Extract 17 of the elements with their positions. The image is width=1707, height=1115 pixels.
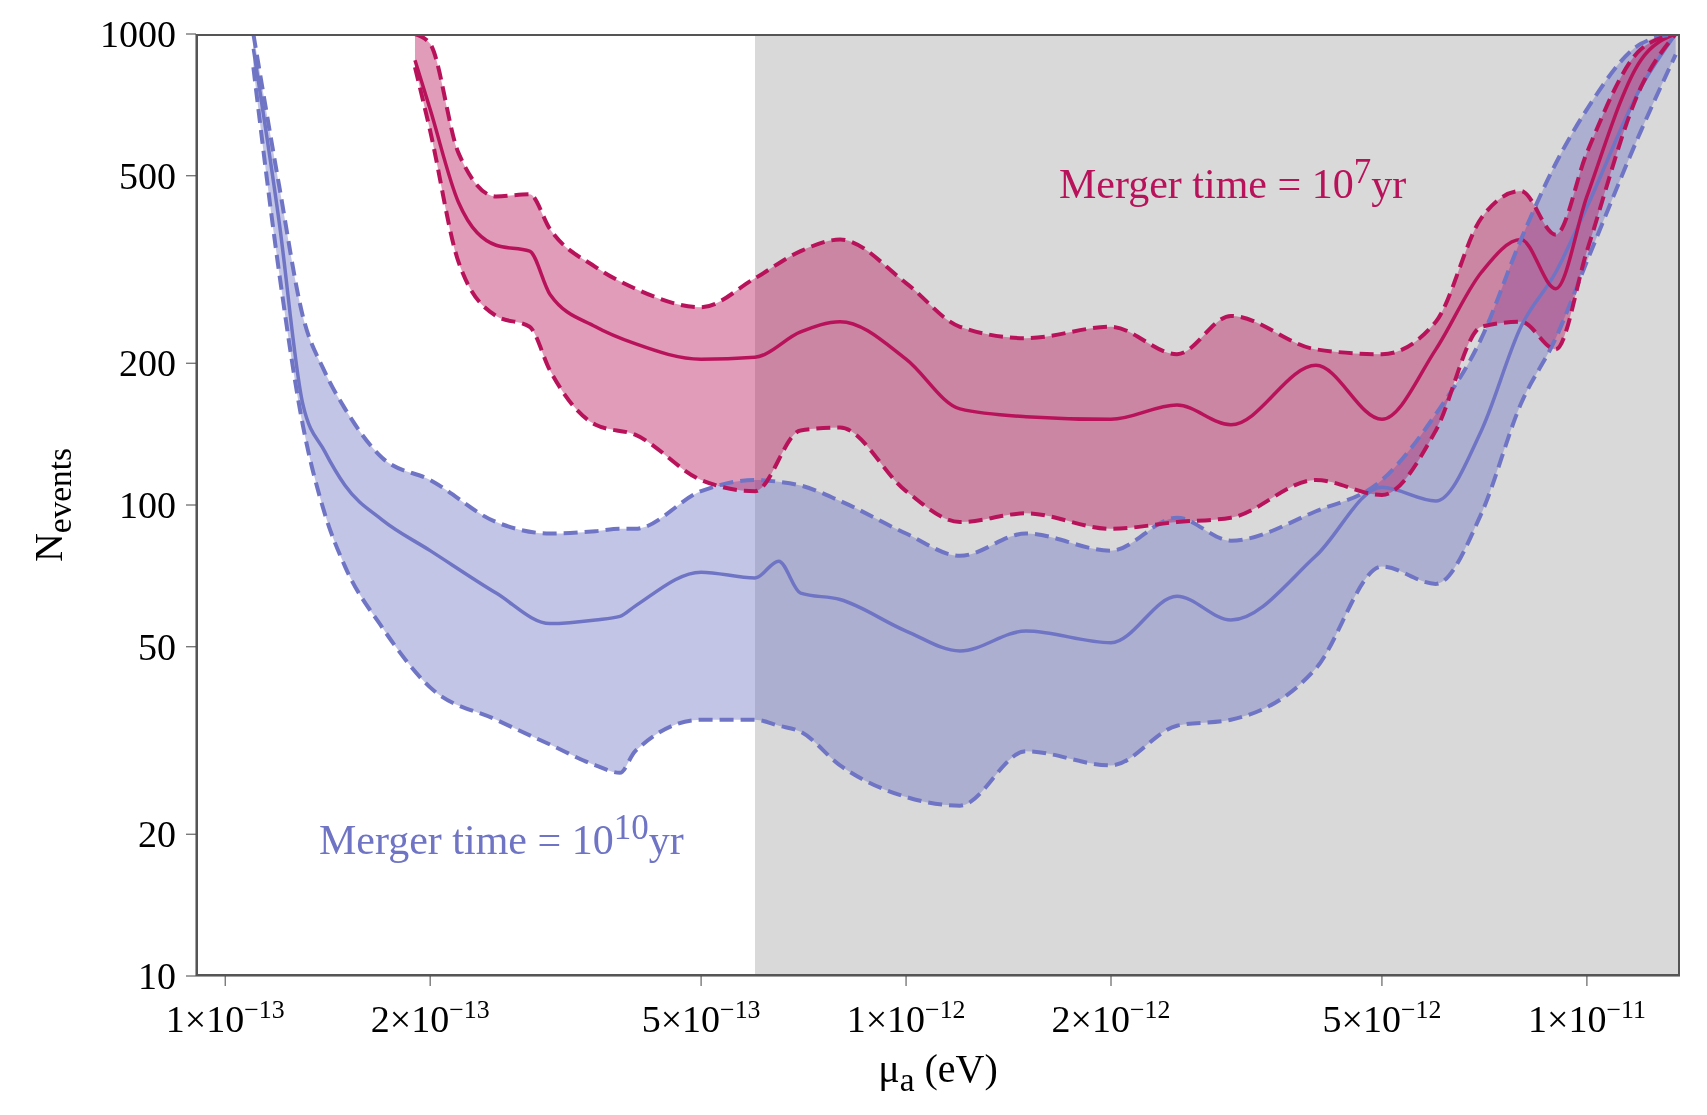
y-tick-label: 500 bbox=[119, 154, 176, 197]
x-tick-label: 1×10$^{−13}$ bbox=[165, 994, 285, 1040]
x-axis-title: μ$_{a}$ (eV) bbox=[877, 1045, 999, 1099]
y-tick-label: 1000 bbox=[100, 13, 176, 55]
x-tick-label: 2×10$^{−12}$ bbox=[1051, 994, 1171, 1040]
x-tick-label: 5×10$^{−13}$ bbox=[641, 994, 761, 1040]
x-tick-label: 2×10$^{−13}$ bbox=[370, 994, 490, 1040]
x-tick-label: 5×10$^{−12}$ bbox=[1322, 994, 1442, 1040]
y-tick-label: 10 bbox=[138, 955, 176, 997]
y-tick-label: 20 bbox=[138, 813, 176, 856]
y-tick-label: 50 bbox=[138, 625, 176, 668]
text: Merger time = 10$^{7}$yr bbox=[1059, 152, 1407, 208]
y-tick-label: 200 bbox=[119, 342, 176, 385]
x-tick-label: 1×10$^{−12}$ bbox=[846, 994, 966, 1040]
x-tick-label: 1×10$^{−11}$ bbox=[1527, 994, 1646, 1040]
y-tick-label: 100 bbox=[119, 484, 176, 526]
text: Merger time = 10$^{10}$yr bbox=[319, 808, 684, 864]
